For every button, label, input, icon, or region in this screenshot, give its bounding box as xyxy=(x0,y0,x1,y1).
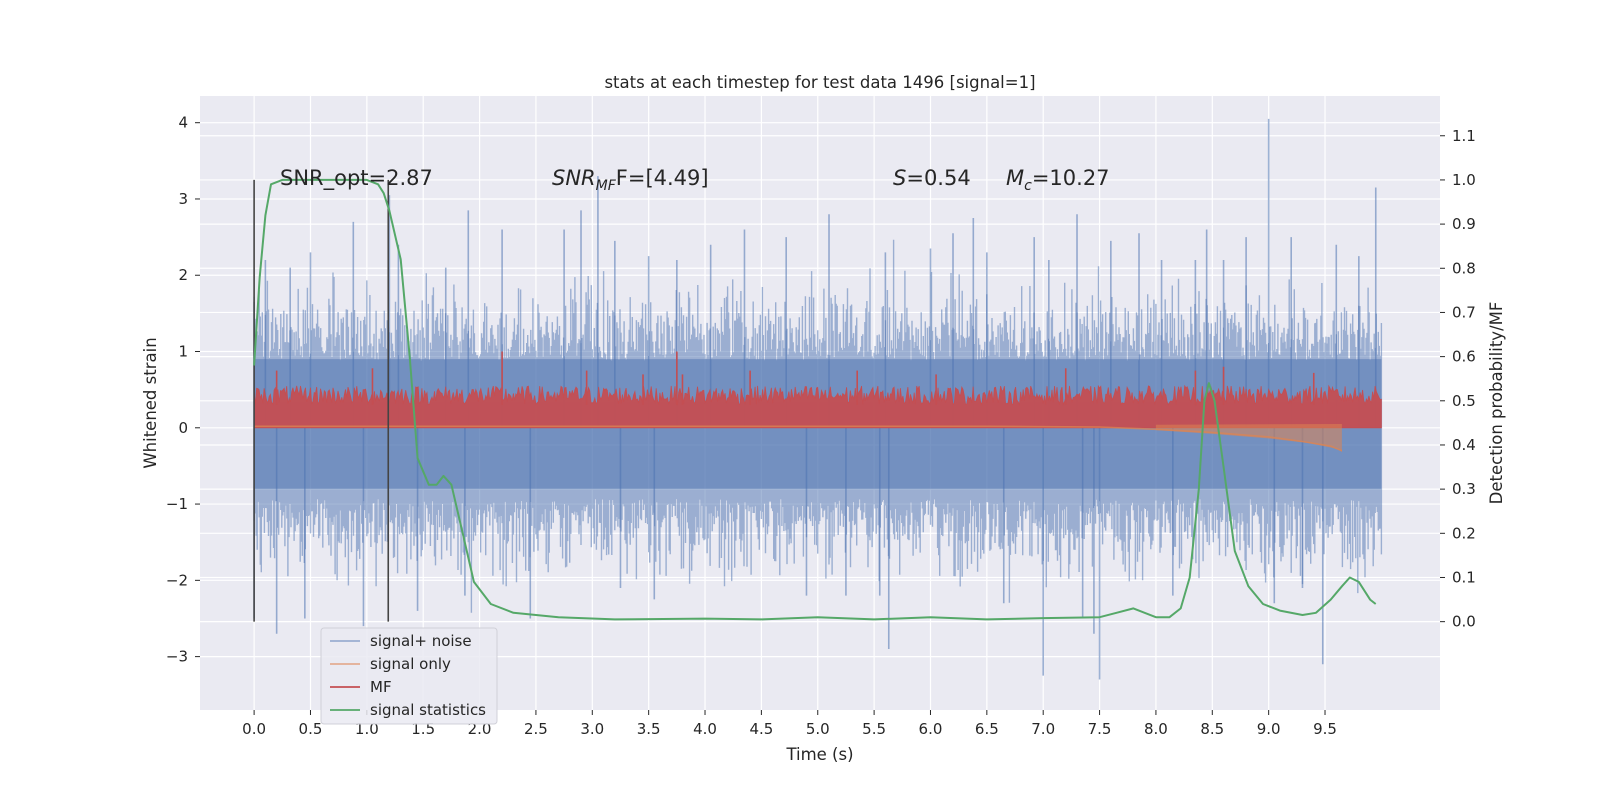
y-tick-label: 4 xyxy=(178,114,188,132)
y-right-tick-label: 0.9 xyxy=(1452,215,1476,233)
annotation-snr-opt: SNR_opt=2.87 xyxy=(280,166,433,191)
chart-title: stats at each timestep for test data 149… xyxy=(604,73,1035,92)
y-right-tick-label: 0.4 xyxy=(1452,436,1476,454)
x-tick-label: 5.5 xyxy=(862,720,886,738)
y-right-tick-label: 0.8 xyxy=(1452,259,1476,277)
y-right-tick-label: 0.3 xyxy=(1452,480,1476,498)
y-right-tick-label: 0.0 xyxy=(1452,613,1476,631)
y-tick-label: 1 xyxy=(178,343,188,361)
x-tick-label: 8.5 xyxy=(1200,720,1224,738)
y-right-axis-label: Detection probability/MF xyxy=(1487,302,1506,505)
x-tick-label: 6.5 xyxy=(975,720,999,738)
x-tick-label: 6.0 xyxy=(919,720,943,738)
signal-only-trace xyxy=(254,425,1343,452)
y-tick-label: −2 xyxy=(166,571,188,589)
x-tick-label: 7.5 xyxy=(1088,720,1112,738)
x-tick-label: 0.5 xyxy=(299,720,323,738)
x-tick-label: 3.0 xyxy=(580,720,604,738)
s-value: =0.54 xyxy=(906,166,970,190)
signal-statistics-line xyxy=(253,178,1377,621)
annotation-mc: Mc=10.27 xyxy=(1006,166,1110,194)
legend-label-signal-only: signal only xyxy=(370,655,451,673)
y-axis-label: Whitened strain xyxy=(141,337,160,468)
y-right-tick-label: 0.7 xyxy=(1452,303,1476,321)
snr-mf-prefix: SNR xyxy=(552,166,596,190)
x-tick-label: 9.5 xyxy=(1313,720,1337,738)
x-tick-label: 3.5 xyxy=(637,720,661,738)
legend-label-mf: MF xyxy=(370,678,392,696)
y-right-tick-label: 0.5 xyxy=(1452,392,1476,410)
marker-vertical-lines xyxy=(253,179,390,622)
y-tick-label: −1 xyxy=(166,495,188,513)
y-right-tick-label: 0.1 xyxy=(1452,568,1476,586)
x-axis-label: Time (s) xyxy=(785,745,853,764)
mc-variable: M xyxy=(1006,166,1024,190)
legend-box xyxy=(320,627,498,725)
y-right-axis-ticks: 0.0 0.1 0.2 0.3 0.4 0.5 0.6 0.7 0.8 0.9 1.0 1.1 xyxy=(1440,127,1476,631)
y-right-tick-label: 1.0 xyxy=(1452,171,1476,189)
series-signal-statistics xyxy=(253,178,1377,621)
snr-mf-suffix: F=[4.49] xyxy=(616,166,709,190)
y-tick-label: 2 xyxy=(178,266,188,284)
y-right-tick-label: 0.2 xyxy=(1452,524,1476,542)
x-tick-label: 4.5 xyxy=(749,720,773,738)
mc-value: =10.27 xyxy=(1032,166,1110,190)
x-tick-label: 2.5 xyxy=(524,720,548,738)
x-tick-label: 8.0 xyxy=(1144,720,1168,738)
mc-subscript: c xyxy=(1024,178,1032,194)
y-tick-label: 3 xyxy=(178,190,188,208)
legend: signal+ noise signal only MF signal stat… xyxy=(320,627,498,725)
s-variable: S xyxy=(893,166,906,190)
x-tick-label: 5.0 xyxy=(806,720,830,738)
legend-label-signal-noise: signal+ noise xyxy=(370,632,472,650)
x-tick-label: 7.0 xyxy=(1031,720,1055,738)
annotation-snr-mf: SNRMFF=[4.49] xyxy=(552,166,709,194)
x-tick-label: 0.0 xyxy=(242,720,266,738)
y-right-tick-label: 1.1 xyxy=(1452,127,1476,145)
y-axis-ticks: −3 −2 −1 0 1 2 3 4 xyxy=(166,114,200,666)
y-tick-label: 0 xyxy=(178,419,188,437)
x-tick-label: 4.0 xyxy=(693,720,717,738)
y-tick-label: −3 xyxy=(166,648,188,666)
series-mf xyxy=(253,351,1382,429)
x-tick-label: 9.0 xyxy=(1257,720,1281,738)
y-right-tick-label: 0.6 xyxy=(1452,348,1476,366)
snr-mf-subscript: MF xyxy=(596,178,617,194)
annotation-s: S=0.54 xyxy=(893,166,971,190)
legend-label-signal-statistics: signal statistics xyxy=(370,701,486,719)
